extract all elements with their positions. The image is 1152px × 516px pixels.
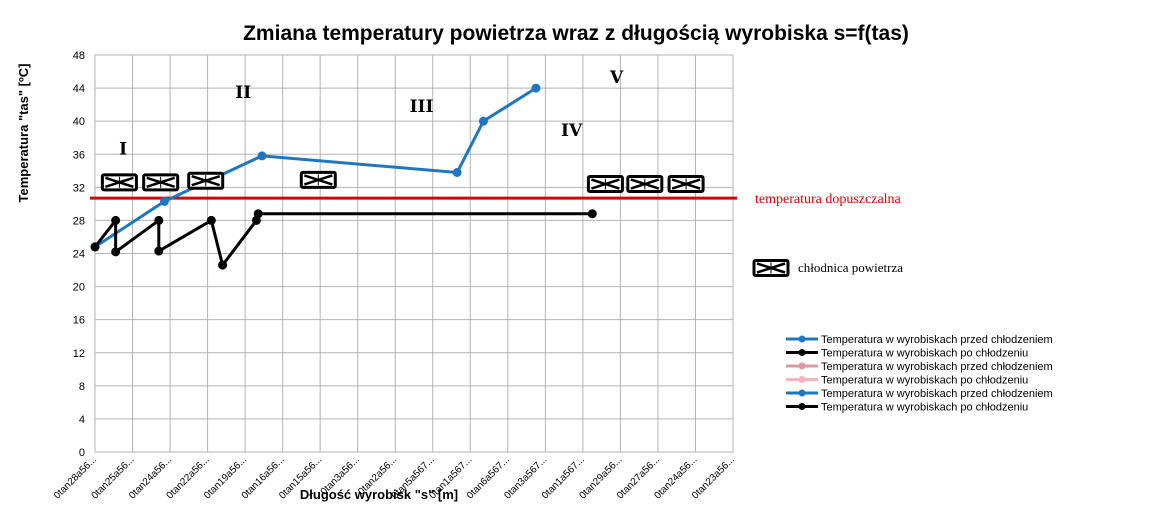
series-1-point [257,151,267,161]
cooler-icon [187,171,225,190]
legend-swatch-marker [798,376,806,383]
series-line-1 [94,86,537,249]
cooler-icon [142,173,180,192]
legend: chłodnica powietrza Temperatura w wyrobis… [752,259,1053,414]
cooler-icon [752,259,790,277]
legend-swatch-marker [798,362,806,370]
series-2-point [90,242,100,252]
cooler-icon [299,170,337,189]
legend-swatch-marker [798,389,806,397]
y-tick-label: 20 [73,282,85,294]
cooler-icon [100,173,138,192]
legend-entry: Temperatura w wyrobiskach przed chłodzen… [821,334,1053,346]
legend-swatch-marker [798,349,806,356]
y-tick-label: 44 [73,83,85,95]
series-1-point [478,116,488,126]
series-2-point [206,215,216,225]
series-lines [90,83,597,270]
gridlines [94,54,734,453]
allowed-temperature-label: temperatura dopuszczalna [755,192,902,207]
series-2-point [587,209,597,219]
y-tick-label: 12 [73,348,85,360]
legend-entry: Temperatura w wyrobiskach po chłodzeniu [821,402,1028,414]
cooler-icon [586,175,624,194]
series-2-point [154,215,164,225]
plot-frame [94,54,734,453]
section-label: IV [561,121,583,141]
legend-entry: Temperatura w wyrobiskach po chłodzeniu [821,375,1028,387]
reference-line: temperatura dopuszczalna [90,192,902,207]
series-2-point [111,247,121,257]
series-1-point [452,167,462,177]
cooler-icon [626,175,664,194]
y-tick-label: 8 [79,381,85,393]
x-axis-label: Długość wyrobisk "s" [m] [300,487,458,502]
legend-entry: Temperatura w wyrobiskach po chłodzeniu [821,348,1028,360]
y-tick-label: 4 [79,414,85,426]
cooler-legend-label: chłodnica powietrza [798,260,903,275]
y-tick-label: 48 [73,50,85,62]
series-2-point [218,260,228,270]
legend-swatch-marker [798,335,806,343]
y-tick-label: 16 [73,315,85,327]
series-2-point [253,209,263,219]
series-2-point [111,215,121,225]
legend-entry: Temperatura w wyrobiskach przed chłodzen… [821,361,1053,373]
y-tick-label: 36 [73,149,85,161]
legend-entry: Temperatura w wyrobiskach przed chłodzen… [821,388,1053,400]
series-1-point [159,196,169,206]
series-1-point [531,83,541,93]
cooler-icon [667,175,705,194]
y-tick-label: 0 [79,447,85,459]
section-label: I [119,139,127,159]
section-label: V [609,68,624,88]
chart-title: Zmiana temperatury powietrza wraz z dług… [243,22,909,45]
section-label: III [410,97,434,117]
y-tick-label: 40 [73,116,85,128]
y-tick-label: 32 [73,182,85,194]
y-tick-label: 28 [73,215,85,227]
series-2-point [154,246,164,256]
y-tick-label: 24 [73,249,85,261]
y-axis-label: Temperatura "tas" [ºC] [16,64,31,203]
x-tick-labels: 0tan28a56...0tan25a56...0tan24a56...0tan… [52,454,737,501]
section-label: II [235,83,251,103]
legend-swatch-marker [798,403,806,410]
cooler-markers [100,170,705,194]
